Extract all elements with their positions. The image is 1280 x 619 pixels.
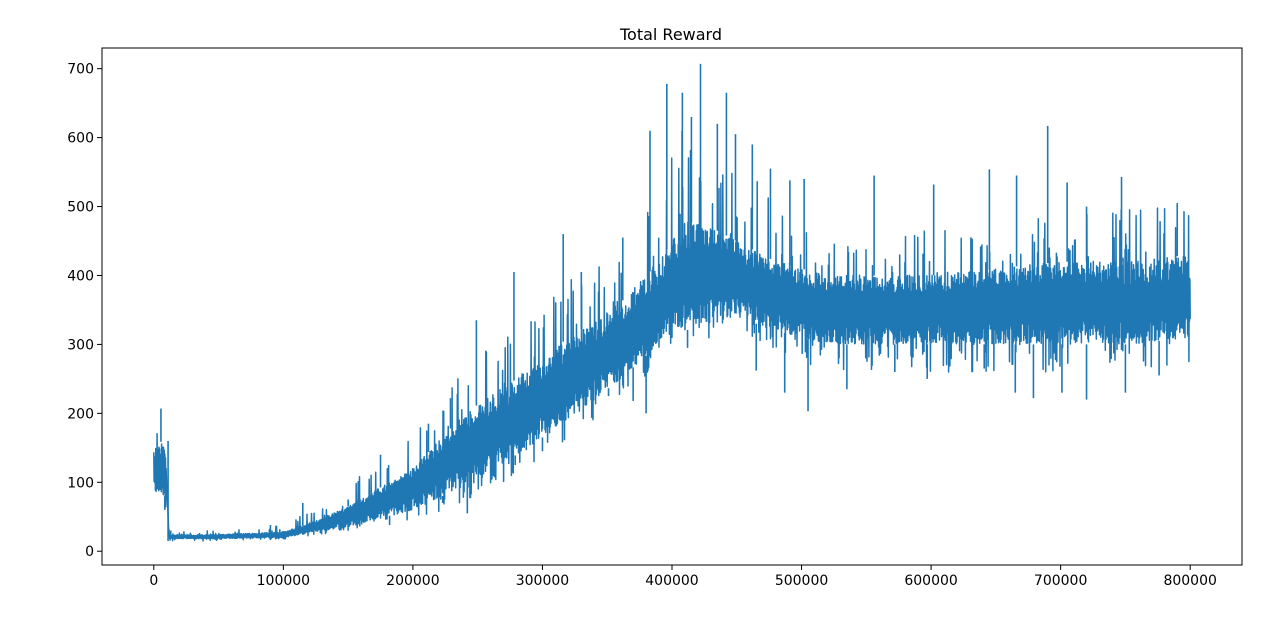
x-tick-label: 400000	[645, 573, 698, 589]
x-tick-label: 800000	[1163, 573, 1216, 589]
y-tick-label: 200	[67, 406, 94, 422]
x-tick-label: 500000	[775, 573, 828, 589]
x-tick-label: 0	[149, 573, 158, 589]
plot-area	[153, 63, 1191, 542]
series-line	[153, 130, 1191, 542]
axes: 0 100000 200000 300000 400000 500000 600000 700…	[67, 47, 1243, 589]
y-tick-label: 700	[67, 62, 94, 78]
y-tick-label: 600	[67, 131, 94, 147]
x-tick-label: 300000	[516, 573, 569, 589]
x-tick-label: 100000	[257, 573, 310, 589]
y-tick-label: 500	[67, 200, 94, 216]
x-tick-label: 700000	[1034, 573, 1087, 589]
y-tick-label: 300	[67, 337, 94, 353]
y-tick-label: 100	[67, 475, 94, 491]
chart-title: Total Reward	[619, 25, 722, 44]
y-tick-label: 400	[67, 268, 94, 284]
y-tick-label: 0	[85, 544, 94, 560]
x-tick-label: 600000	[904, 573, 957, 589]
x-tick-label: 200000	[386, 573, 439, 589]
